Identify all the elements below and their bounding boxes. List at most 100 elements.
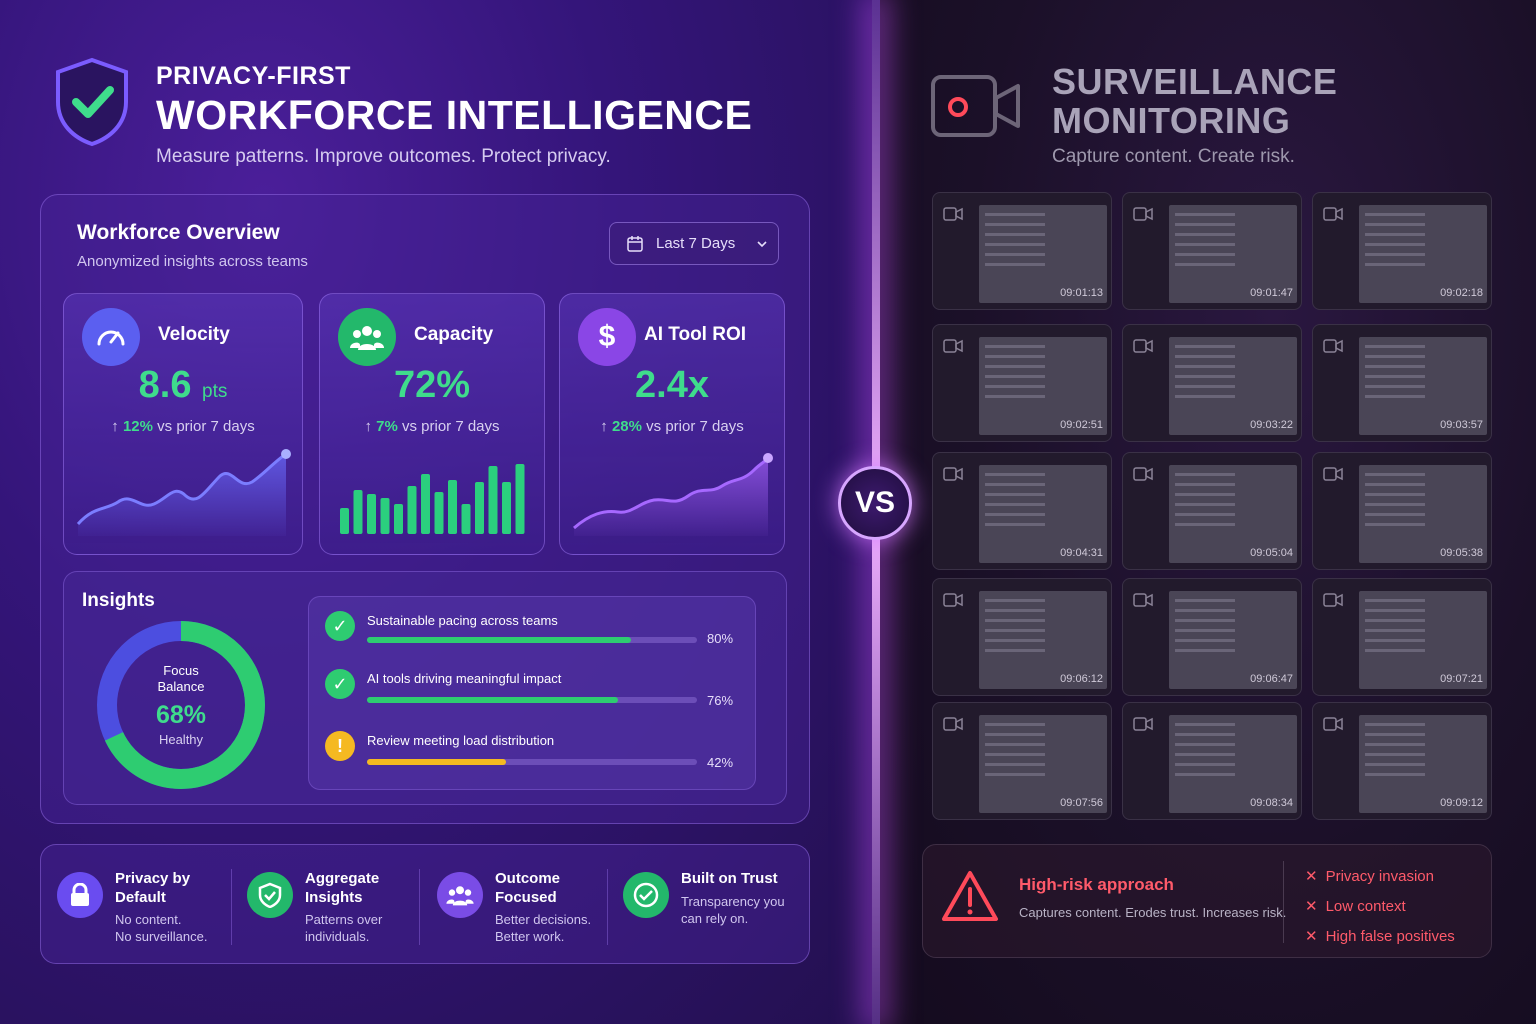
screen-capture [1359, 337, 1487, 435]
timestamp: 09:08:34 [1250, 797, 1293, 809]
feature-desc: Transparency you can rely on. [681, 894, 785, 926]
risk-title: High-risk approach [1019, 875, 1174, 894]
warning-icon: ! [325, 731, 355, 761]
page-subtitle: Measure patterns. Improve outcomes. Prot… [156, 146, 611, 167]
capacity-bar [488, 466, 498, 534]
monitoring-screenshot-thumb[interactable]: 09:07:56 [932, 702, 1112, 820]
page-title: WORKFORCE INTELLIGENCE [156, 92, 753, 138]
insight-pct: 76% [707, 693, 734, 708]
donut-label: Focus Balance 68% Healthy [155, 663, 207, 747]
insight-text: AI tools driving meaningful impact [367, 671, 562, 686]
insight-progress [367, 697, 697, 703]
capacity-bar [353, 490, 363, 534]
insight-row[interactable]: ✓ AI tools driving meaningful impact 76% [325, 669, 745, 709]
monitoring-screenshot-thumb[interactable]: 09:04:31 [932, 452, 1112, 570]
screen-capture [1359, 205, 1487, 303]
feature-title: Built on Trust [681, 870, 778, 887]
timestamp: 09:03:57 [1440, 419, 1483, 431]
monitoring-screenshot-thumb[interactable]: 09:05:04 [1122, 452, 1302, 570]
x-icon: ✕ [1305, 928, 1318, 945]
capacity-bar [448, 480, 457, 534]
feature-privacy-by-default: Privacy by Default No content. No surveil… [57, 845, 237, 965]
speedometer-icon [82, 308, 140, 366]
screen-capture [1169, 465, 1297, 563]
capacity-bar [502, 482, 511, 534]
monitoring-screenshot-thumb[interactable]: 09:08:34 [1122, 702, 1302, 820]
screen-capture [979, 337, 1107, 435]
monitoring-screenshot-thumb[interactable]: 09:07:21 [1312, 578, 1492, 696]
insight-row[interactable]: ✓ Sustainable pacing across teams 80% [325, 611, 745, 651]
monitoring-screenshot-thumb[interactable]: 09:06:47 [1122, 578, 1302, 696]
monitoring-screenshot-thumb[interactable]: 09:02:18 [1312, 192, 1492, 310]
video-camera-icon [1323, 339, 1343, 353]
monitoring-screenshot-thumb[interactable]: 09:05:38 [1312, 452, 1492, 570]
date-range-label: Last 7 Days [656, 235, 736, 252]
chevron-down-icon [757, 240, 767, 247]
timestamp: 09:04:31 [1060, 547, 1103, 559]
feature-title: Privacy by Default [115, 870, 191, 906]
capacity-card[interactable]: Capacity 72% ↑ 7% vs prior 7 days [319, 293, 545, 555]
video-camera-icon [1133, 717, 1153, 731]
screen-capture [979, 591, 1107, 689]
surveillance-title: SURVEILLANCE MONITORING [1052, 61, 1338, 141]
screen-capture [1359, 591, 1487, 689]
velocity-card[interactable]: Velocity 8.6 pts ↑ 12% vs prior 7 days [63, 293, 303, 555]
feature-desc: Better decisions. Better work. [495, 912, 592, 944]
insight-text: Sustainable pacing across teams [367, 613, 558, 628]
check-circle-icon [623, 872, 669, 918]
warning-triangle-icon [942, 871, 998, 921]
capacity-bar [407, 486, 417, 534]
capacity-bar [434, 492, 444, 534]
feature-desc: No content. No surveillance. [115, 912, 208, 944]
insights-title: Insights [82, 590, 155, 611]
date-range-dropdown[interactable]: Last 7 Days [609, 222, 779, 265]
lock-icon [57, 872, 103, 918]
video-camera-icon [1323, 467, 1343, 481]
timestamp: 09:02:51 [1060, 419, 1103, 431]
overview-subtitle: Anonymized insights across teams [77, 253, 308, 270]
card-title: Capacity [414, 324, 494, 345]
capacity-bar [380, 498, 390, 534]
vs-badge: VS [838, 466, 912, 540]
monitoring-screenshot-thumb[interactable]: 09:03:57 [1312, 324, 1492, 442]
x-icon: ✕ [1305, 868, 1318, 885]
monitoring-screenshot-thumb[interactable]: 09:09:12 [1312, 702, 1492, 820]
feature-title: Aggregate Insights [305, 870, 380, 906]
video-camera-icon [1323, 593, 1343, 607]
shield-check-icon [247, 872, 293, 918]
screen-capture [1169, 715, 1297, 813]
monitoring-screenshot-thumb[interactable]: 09:02:51 [932, 324, 1112, 442]
insight-progress [367, 759, 697, 765]
monitoring-screenshot-thumb[interactable]: 09:01:47 [1122, 192, 1302, 310]
ai-tool-roi-card[interactable]: $ AI Tool ROI 2.4x ↑ 28% vs prior 7 days [559, 293, 785, 555]
screen-capture [979, 465, 1107, 563]
check-circle-icon: ✓ [325, 669, 355, 699]
feature-outcome-focused: Outcome Focused Better decisions. Better … [437, 845, 607, 965]
video-camera-icon [1323, 207, 1343, 221]
screen-capture [1359, 465, 1487, 563]
video-camera-icon [943, 207, 963, 221]
feature-desc: Patterns over individuals. [305, 912, 383, 944]
divider [231, 869, 232, 945]
monitoring-screenshot-thumb[interactable]: 09:03:22 [1122, 324, 1302, 442]
features-strip: Privacy by Default No content. No surveil… [40, 844, 810, 964]
monitoring-screenshot-thumb[interactable]: 09:01:13 [932, 192, 1112, 310]
capacity-bar [475, 482, 484, 534]
video-camera-icon [1133, 207, 1153, 221]
risk-item: ✕ Low context [1305, 897, 1406, 916]
check-circle-icon: ✓ [325, 611, 355, 641]
insights-panel: Insights Focus Balance 68% Healthy ✓ Sus… [63, 571, 787, 805]
focus-balance-donut [97, 621, 265, 789]
video-camera-icon [1133, 593, 1153, 607]
card-value: 72% [393, 364, 471, 406]
card-value: 2.4x [635, 364, 709, 406]
timestamp: 09:07:21 [1440, 673, 1483, 685]
insight-row[interactable]: ! Review meeting load distribution 42% [325, 731, 745, 771]
surveillance-subtitle: Capture content. Create risk. [1052, 146, 1295, 167]
team-icon [338, 308, 396, 366]
risk-item: ✕ High false positives [1305, 927, 1455, 946]
capacity-bar [515, 464, 525, 534]
page-kicker: PRIVACY-FIRST [156, 62, 351, 90]
calendar-icon [627, 235, 643, 252]
monitoring-screenshot-thumb[interactable]: 09:06:12 [932, 578, 1112, 696]
